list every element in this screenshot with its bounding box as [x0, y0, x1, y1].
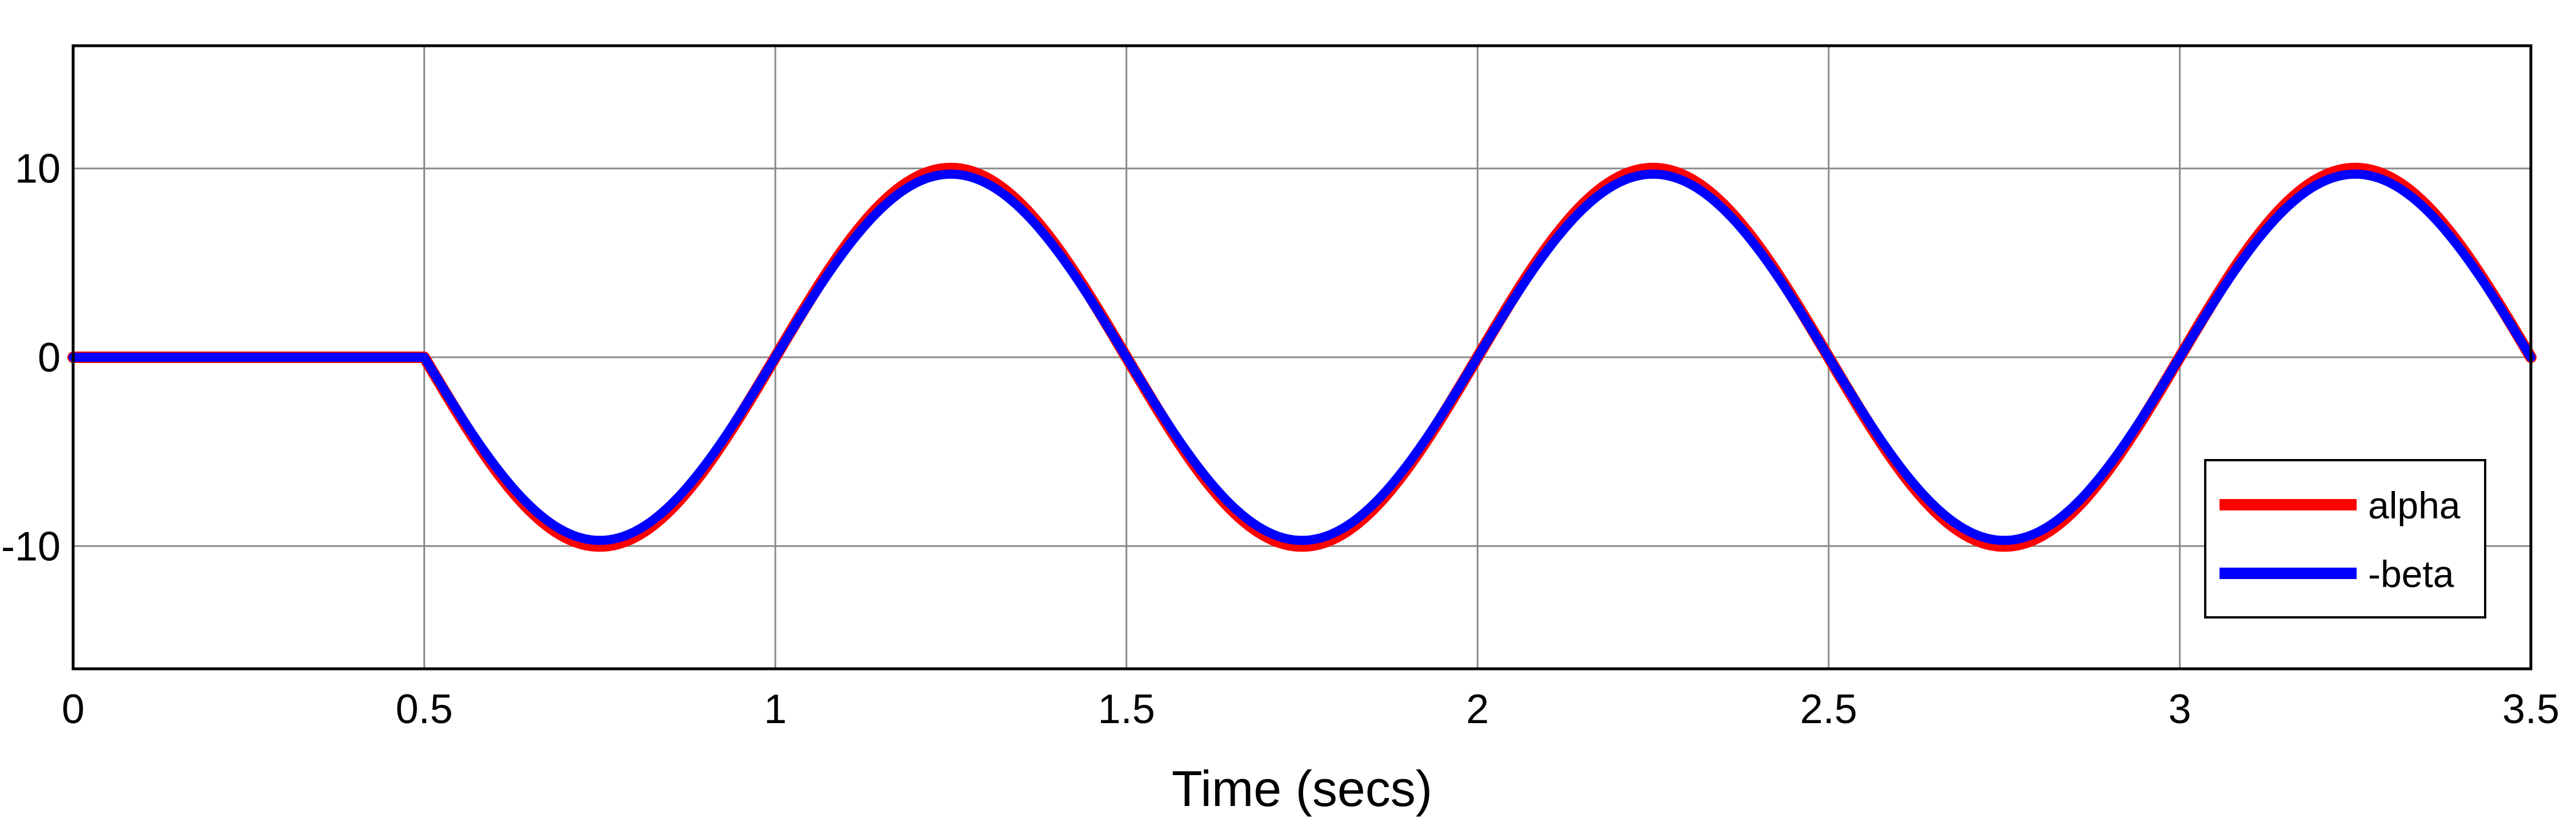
legend-label: -beta	[2368, 553, 2454, 595]
legend-label: alpha	[2368, 484, 2461, 526]
x-axis-title: Time (secs)	[1172, 760, 1432, 817]
legend-box	[2204, 459, 2486, 619]
tick-label-layer: 0 0.5 1 1.5 2 2.5 3 3.5 10 0 -10	[1, 146, 2559, 732]
plot-frame	[71, 44, 2533, 671]
series-layer	[67, 162, 2537, 552]
y-tick-label: 10	[15, 146, 61, 192]
x-tick-label: 3.5	[2502, 687, 2559, 732]
x-tick-label: 1	[764, 687, 787, 732]
y-tick-label: -10	[1, 524, 61, 569]
x-tick-label: 2	[1466, 687, 1489, 732]
x-tick-label: 0.5	[396, 687, 453, 732]
x-tick-label: 1.5	[1098, 687, 1155, 732]
x-tick-label: 3	[2168, 687, 2191, 732]
grid-layer	[72, 46, 2532, 669]
series-line-beta	[69, 169, 2535, 545]
x-tick-label: 2.5	[1800, 687, 1857, 732]
y-tick-label: 0	[38, 335, 61, 381]
legend: alpha -beta	[2204, 459, 2486, 619]
x-tick-label: 0	[62, 687, 85, 732]
